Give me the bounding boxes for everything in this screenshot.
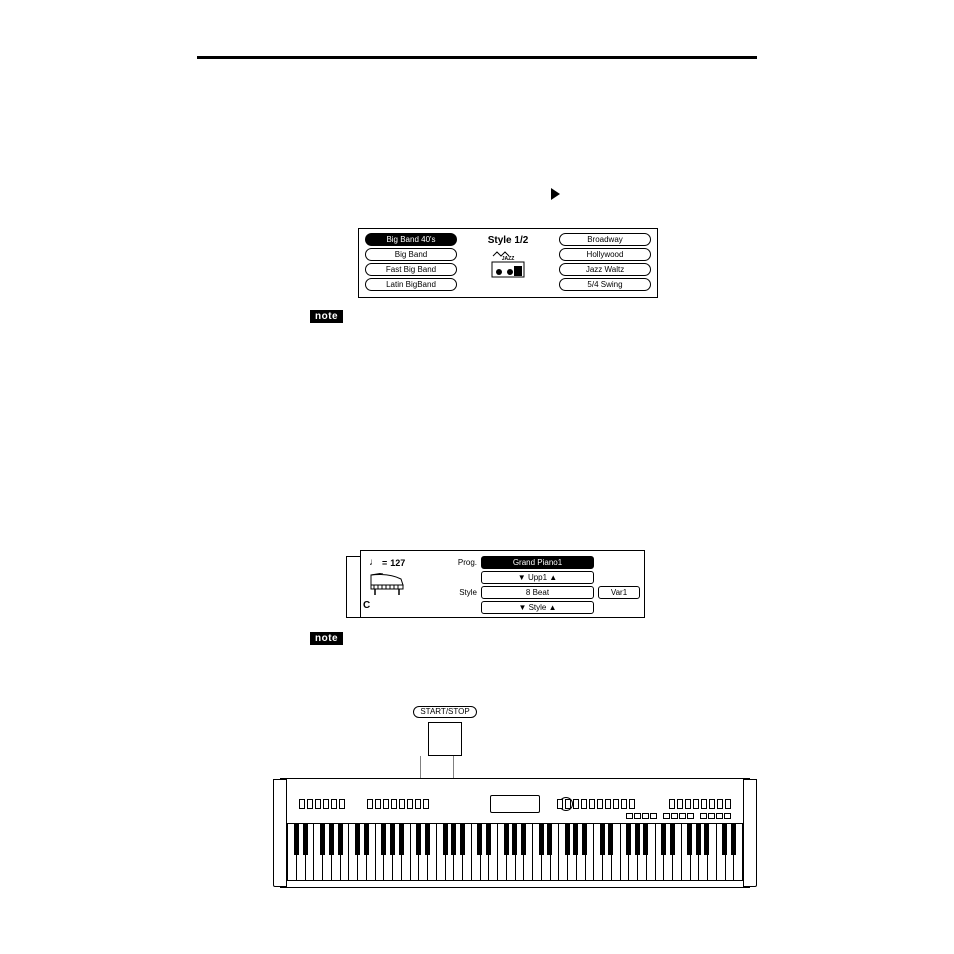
chord-bracket xyxy=(346,556,360,618)
arrow-right-icon xyxy=(551,188,560,200)
note-badge: note xyxy=(310,310,343,323)
style-selector[interactable]: ▼ Style ▲ xyxy=(481,601,594,614)
style-item[interactable]: Jazz Waltz xyxy=(559,263,651,276)
top-rule xyxy=(197,56,757,59)
start-stop-button[interactable] xyxy=(428,722,462,756)
note-badge: note xyxy=(310,632,343,645)
panel-extra-buttons xyxy=(626,813,731,819)
panel-button-group xyxy=(669,799,731,811)
svg-text:JAZZ: JAZZ xyxy=(502,256,515,262)
style-page-title: Style 1/2 xyxy=(488,233,529,246)
style-column-left: Big Band 40's Big Band Fast Big Band Lat… xyxy=(365,233,457,293)
chord-display: C xyxy=(363,600,370,611)
panel-button-group xyxy=(299,799,345,811)
upper-selector[interactable]: ▼ Upp1 ▲ xyxy=(481,571,594,584)
panel-button-group xyxy=(557,799,635,811)
style-item[interactable]: Latin BigBand xyxy=(365,278,457,291)
tempo-equals: = xyxy=(382,558,387,568)
start-stop-callout: START/STOP xyxy=(405,706,485,756)
prog-label: Prog. xyxy=(443,556,477,569)
tempo-value: 127 xyxy=(390,558,405,568)
style-item[interactable]: 5/4 Swing xyxy=(559,278,651,291)
main-lcd-screen: ♩ = 127 C Prog. Gr xyxy=(360,550,645,618)
keyboard-end-cap xyxy=(273,779,287,887)
quarter-note-icon: ♩ xyxy=(369,557,379,568)
keyboard-illustration xyxy=(280,778,750,888)
start-stop-label: START/STOP xyxy=(413,706,476,718)
style-item[interactable]: Fast Big Band xyxy=(365,263,457,276)
style-column-right: Broadway Hollywood Jazz Waltz 5/4 Swing xyxy=(559,233,651,293)
style-label: Style xyxy=(443,586,477,599)
keyboard-control-panel xyxy=(287,785,743,821)
keyboard-keys xyxy=(287,823,743,881)
jazz-club-icon: JAZZ xyxy=(491,250,525,278)
panel-button-group xyxy=(367,799,429,811)
program-name[interactable]: Grand Piano1 xyxy=(481,556,594,569)
grand-piano-icon xyxy=(369,573,405,595)
style-item[interactable]: Broadway xyxy=(559,233,651,246)
current-style[interactable]: 8 Beat xyxy=(481,586,594,599)
keyboard-end-cap xyxy=(743,779,757,887)
panel-lcd xyxy=(490,795,540,813)
style-item[interactable]: Big Band xyxy=(365,248,457,261)
style-item[interactable]: Big Band 40's xyxy=(365,233,457,246)
style-select-screen: Big Band 40's Big Band Fast Big Band Lat… xyxy=(358,228,658,298)
style-title-area: Style 1/2 JAZZ xyxy=(457,233,559,293)
tempo-display: ♩ = 127 xyxy=(369,557,405,568)
style-item[interactable]: Hollywood xyxy=(559,248,651,261)
variation-indicator[interactable]: Var1 xyxy=(598,586,640,599)
